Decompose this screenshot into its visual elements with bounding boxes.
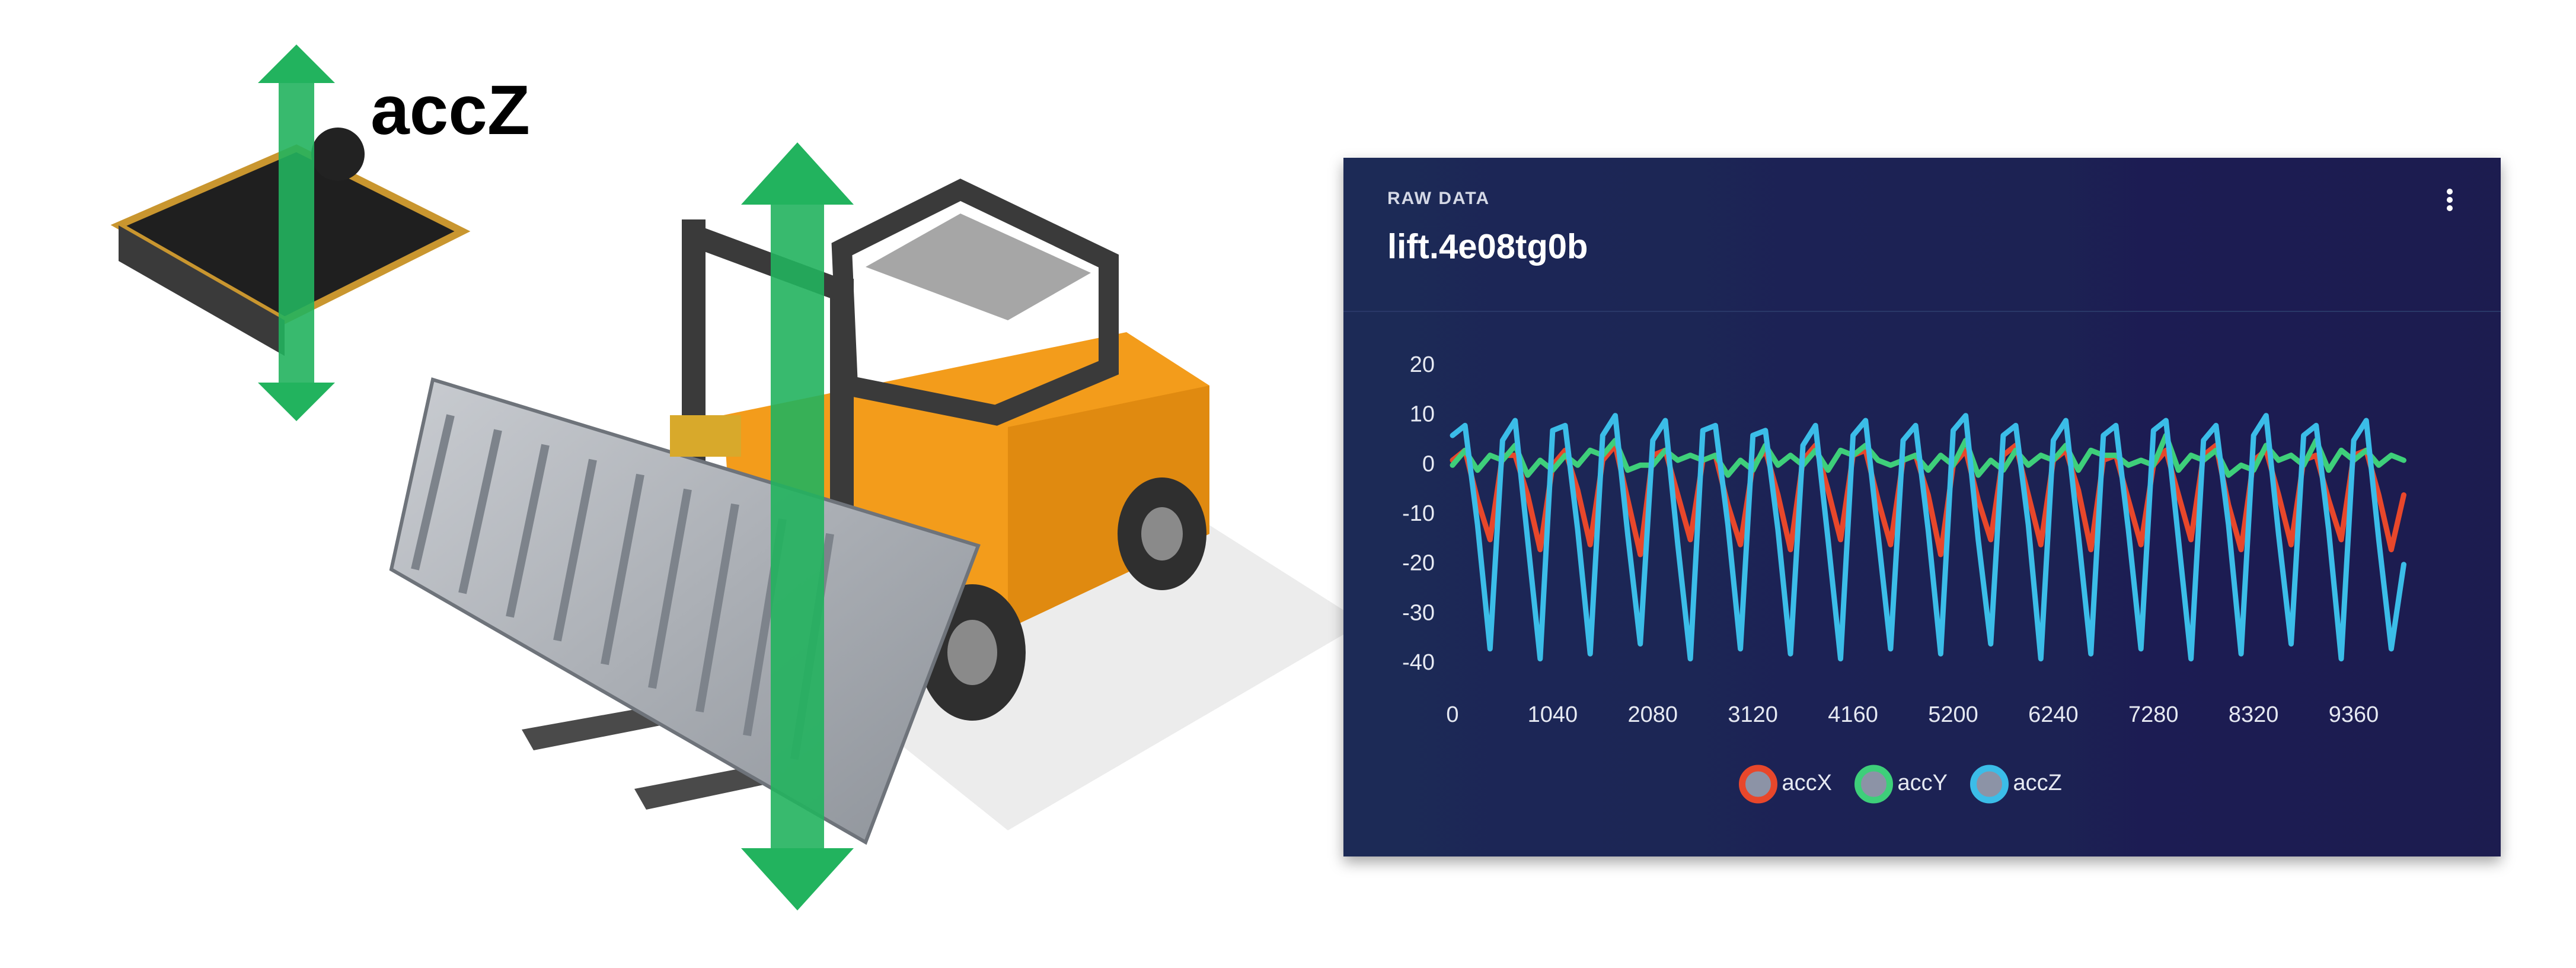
x-tick-label: 4160	[1828, 702, 1878, 727]
series-line	[1450, 413, 2406, 662]
y-tick-label: -30	[1402, 600, 1435, 625]
legend-label: accX	[1782, 770, 1832, 795]
x-tick-label: 6240	[2028, 702, 2079, 727]
chart-title: lift.4e08tg0b	[1387, 227, 1588, 266]
x-tick-label: 1040	[1528, 702, 1578, 727]
y-tick-label: 10	[1410, 402, 1435, 427]
y-tick-label: 20	[1410, 352, 1435, 377]
x-tick-label: 5200	[1928, 702, 1978, 727]
arrow-head	[258, 44, 335, 83]
sensor-board	[670, 415, 741, 457]
x-tick-label: 7280	[2128, 702, 2179, 727]
legend-swatch	[1970, 765, 2009, 804]
menu-button[interactable]	[2447, 189, 2453, 211]
arrow-head	[741, 142, 854, 205]
chart-subtitle: RAW DATA	[1387, 189, 1490, 208]
legend-swatch	[1854, 765, 1893, 804]
arrow-shaft	[771, 202, 824, 866]
arrow-head	[258, 383, 335, 421]
x-tick-label: 2080	[1628, 702, 1678, 727]
series-line	[1450, 442, 2406, 558]
y-tick-label: -10	[1402, 501, 1435, 526]
wheel-hub	[947, 620, 997, 685]
forklift-side	[1008, 386, 1209, 629]
x-tick-label: 8320	[2229, 702, 2279, 727]
y-tick-label: -20	[1402, 551, 1435, 576]
legend-label: accZ	[2013, 770, 2062, 795]
y-tick-label: -40	[1402, 650, 1435, 675]
cab-roof	[866, 214, 1091, 320]
legend-swatch	[1739, 765, 1777, 804]
plot: -40 -30 -20 -10 0 10 20 0 1040 2080 3120 4160 5200 62…	[1402, 352, 2406, 804]
arrow-head	[741, 848, 854, 910]
series-line	[1450, 432, 2406, 478]
axis-annotation: accZ	[371, 71, 530, 149]
chart-card	[1343, 158, 2501, 856]
wheel-hub	[1141, 507, 1183, 561]
x-tick-label: 3120	[1728, 702, 1778, 727]
legend-label: accY	[1898, 770, 1948, 795]
mcu-board-edge	[119, 225, 285, 356]
arrow-shaft	[279, 71, 314, 403]
y-tick-label: 0	[1422, 451, 1435, 476]
x-tick-label: 0	[1446, 702, 1458, 727]
camera	[311, 128, 365, 181]
x-tick-label: 9360	[2329, 702, 2379, 727]
